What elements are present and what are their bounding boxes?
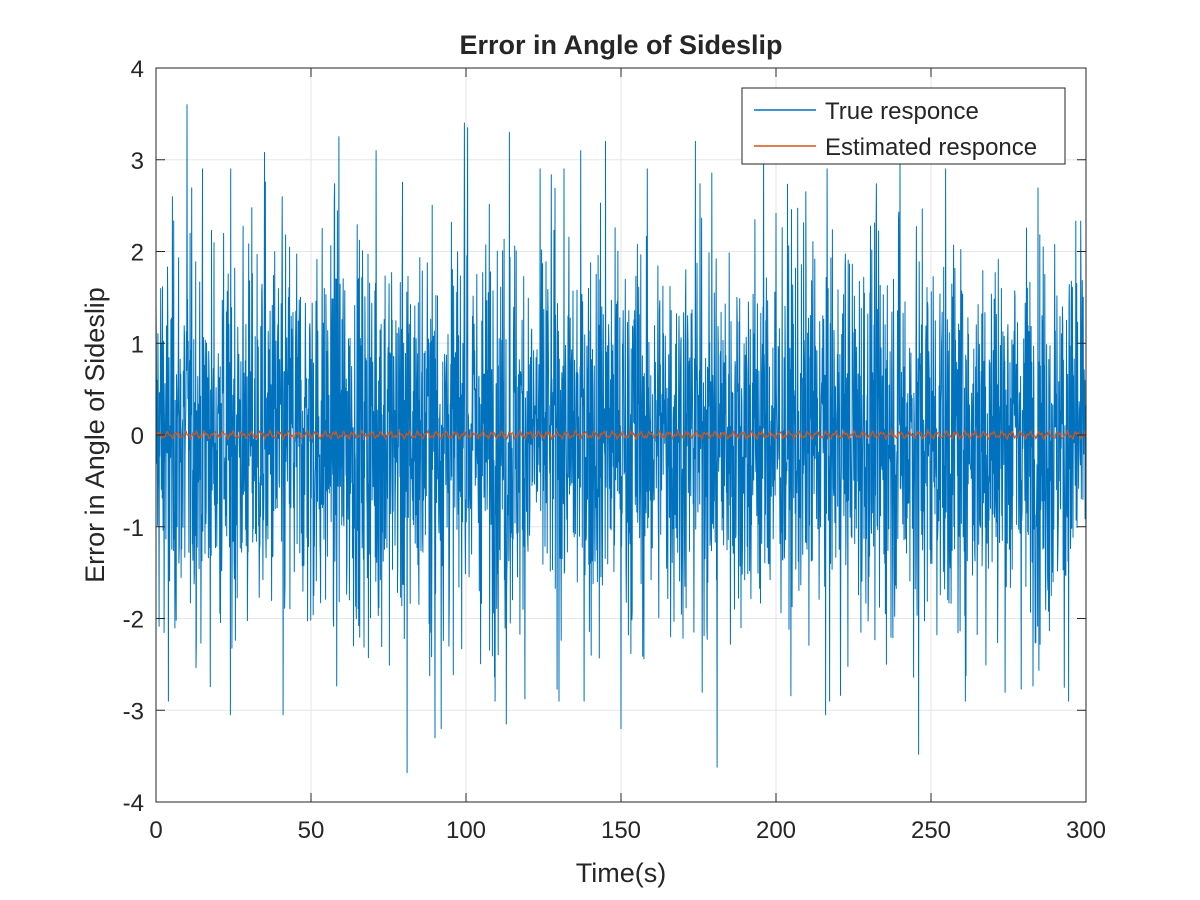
x-tick-label: 100 — [446, 817, 486, 844]
x-tick-label: 50 — [298, 817, 325, 844]
x-tick-label: 200 — [756, 817, 796, 844]
axis-ticks: 0 50 100 150 200 250 300 -4 -3 -2 -1 0 1 2 3 4 — [123, 56, 1106, 844]
y-tick-label: -1 — [123, 515, 144, 542]
legend-label-true-response: True responce — [825, 98, 979, 125]
y-tick-label: 0 — [131, 423, 144, 450]
y-tick-label: -2 — [123, 607, 144, 634]
series-estimated-response-line — [155, 428, 1087, 442]
y-tick-label: 3 — [131, 148, 144, 175]
x-axis-label: Time(s) — [576, 858, 666, 888]
y-tick-label: -4 — [123, 790, 144, 817]
y-tick-label: 1 — [131, 331, 144, 358]
chart-title: Error in Angle of Sideslip — [459, 30, 782, 60]
y-axis-label: Error in Angle of Sideslip — [80, 287, 110, 583]
legend[interactable]: True responce Estimated responce — [741, 87, 1066, 165]
x-tick-label: 300 — [1066, 817, 1106, 844]
series-layer — [155, 104, 1087, 774]
legend-box — [741, 87, 1066, 165]
x-tick-label: 0 — [149, 817, 162, 844]
x-tick-label: 150 — [601, 817, 641, 844]
x-tick-label: 250 — [911, 817, 951, 844]
y-tick-label: 4 — [131, 56, 144, 83]
y-tick-label: 2 — [131, 240, 144, 267]
y-tick-label: -3 — [123, 698, 144, 725]
legend-label-estimated-response: Estimated responce — [825, 134, 1037, 161]
series-true-response-line — [155, 104, 1087, 774]
